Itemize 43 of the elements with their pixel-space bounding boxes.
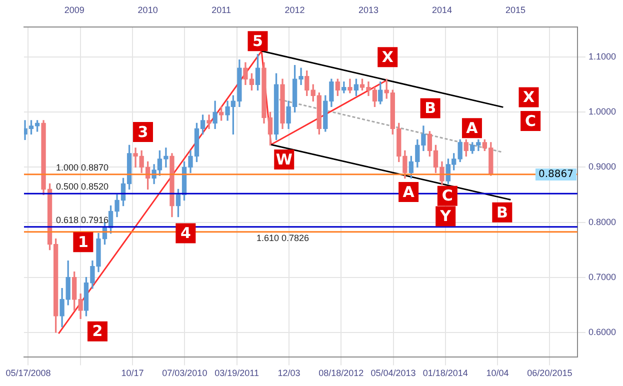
x-tick-label: 10/17 bbox=[121, 368, 144, 378]
ref-line-label: 1.610 0.7826 bbox=[256, 232, 310, 243]
x2-tick-label: 2010 bbox=[138, 4, 158, 15]
ref-line-label: 0.618 0.7916 bbox=[56, 214, 109, 225]
annotation: A bbox=[402, 182, 415, 201]
y-tick-label: 0.7000 bbox=[588, 272, 616, 282]
annotation: 5 bbox=[252, 32, 263, 50]
x2-tick-label: 2011 bbox=[212, 4, 231, 15]
x-tick-label: 07/03/2010 bbox=[162, 368, 208, 378]
x2-tick-label: 2015 bbox=[505, 4, 526, 15]
x-tick-label: 01/18/2014 bbox=[422, 368, 468, 378]
x-tick-label: 12/03 bbox=[278, 368, 300, 378]
annotation: 3 bbox=[138, 122, 148, 141]
ref-line-label: 1.000 0.8870 bbox=[56, 162, 109, 172]
y-tick-label: 0.8000 bbox=[588, 216, 616, 227]
annotation: 1 bbox=[78, 233, 88, 251]
annotation: C bbox=[442, 186, 453, 205]
annotation: 4 bbox=[180, 224, 191, 242]
annotation: 2 bbox=[92, 322, 103, 340]
x2-tick-label: 2012 bbox=[284, 4, 305, 15]
annotation: Y bbox=[439, 207, 452, 226]
annotation: B bbox=[424, 99, 436, 118]
y-tick-label: 1.0000 bbox=[588, 106, 616, 117]
x2-tick-label: 2009 bbox=[64, 4, 84, 15]
annotation: B bbox=[496, 203, 508, 222]
annotation: X bbox=[382, 48, 394, 66]
annotation: W bbox=[276, 150, 293, 168]
x-tick-label: 05/17/2008 bbox=[6, 368, 51, 378]
x-tick-label: 08/18/2012 bbox=[318, 368, 364, 378]
x2-tick-label: 2013 bbox=[358, 4, 378, 15]
annotation: C bbox=[525, 112, 536, 130]
x-tick-label: 06/20/2015 bbox=[527, 368, 572, 378]
x-tick-label: 05/04/2013 bbox=[370, 368, 416, 378]
annotation: 0.8867 bbox=[538, 169, 574, 180]
y-tick-label: 0.9000 bbox=[588, 162, 616, 172]
ref-line-label: 0.500 0.8520 bbox=[56, 182, 109, 192]
x2-tick-label: 2014 bbox=[432, 4, 452, 15]
y-tick-label: 0.6000 bbox=[588, 326, 616, 337]
x-tick-label: 03/19/2011 bbox=[214, 368, 260, 378]
annotation: A bbox=[466, 119, 478, 138]
x-tick-label: 10/04 bbox=[486, 368, 509, 378]
y-tick-label: 1.1000 bbox=[588, 52, 616, 62]
annotation: X bbox=[522, 88, 535, 106]
